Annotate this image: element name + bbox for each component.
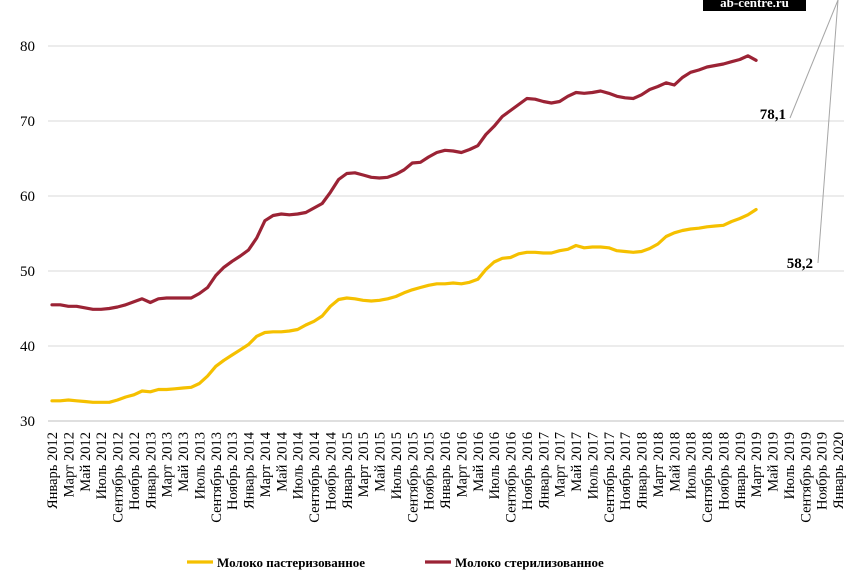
y-tick-label: 30 [20, 414, 35, 430]
callout-leader [817, 0, 839, 264]
x-tick-label: Июль 2012 [94, 432, 110, 499]
x-tick-label: Ноябрь 2018 [716, 432, 732, 510]
x-axis: Январь 2012 Март 2012 Май 2012 Июль 2012 Сен… [45, 431, 847, 522]
x-tick-label: Сентябрь 2017 [602, 432, 618, 523]
x-tick-label: Март 2013 [160, 432, 176, 497]
gridlines [48, 45, 844, 422]
x-tick-label: Май 2014 [274, 431, 290, 491]
x-tick-label: Сентябрь 2015 [405, 432, 421, 523]
series-line-1 [50, 207, 758, 404]
x-tick-label: Март 2015 [356, 432, 372, 497]
x-tick-label: Июль 2018 [684, 432, 700, 499]
value-callouts: 78,1 58,2 [760, 0, 839, 272]
callout-leader [789, 0, 839, 119]
x-tick-label: Январь 2015 [340, 432, 356, 509]
x-tick-label: Май 2017 [569, 432, 585, 492]
series-lines [50, 54, 758, 404]
x-tick-label: Сентябрь 2019 [798, 432, 814, 523]
x-tick-label: Июль 2013 [192, 432, 208, 499]
legend-label: Молоко стерилизованное [455, 555, 604, 570]
x-tick-label: Сентябрь 2018 [700, 432, 716, 523]
x-tick-label: Июль 2017 [585, 432, 601, 499]
x-tick-label: Июль 2016 [487, 432, 503, 499]
x-tick-label: Июль 2014 [291, 431, 307, 499]
x-tick-label: Сентябрь 2012 [111, 432, 127, 523]
watermark-logo: ab-centre.ru [703, 0, 806, 11]
x-tick-label: Январь 2014 [242, 431, 258, 509]
y-tick-label: 50 [20, 264, 35, 280]
x-tick-label: Март 2016 [454, 432, 470, 497]
x-tick-label: Сентябрь 2014 [307, 431, 323, 522]
x-tick-label: Ноябрь 2012 [127, 432, 143, 510]
x-tick-label: Июль 2015 [389, 432, 405, 499]
x-tick-label: Январь 2016 [438, 432, 454, 509]
x-tick-label: Май 2018 [667, 432, 683, 492]
x-tick-label: Ноябрь 2017 [618, 432, 634, 510]
x-tick-label: Май 2016 [471, 432, 487, 492]
x-tick-label: Май 2015 [373, 432, 389, 492]
series-line-2 [50, 54, 758, 311]
x-tick-label: Ноябрь 2013 [225, 432, 241, 510]
x-tick-label: Январь 2013 [143, 432, 159, 509]
x-tick-label: Ноябрь 2014 [323, 431, 339, 510]
legend-label: Молоко пастеризованное [217, 555, 365, 570]
x-tick-label: Март 2017 [553, 432, 569, 497]
x-tick-label: Июль 2019 [782, 432, 798, 499]
y-tick-label: 40 [20, 339, 35, 355]
x-tick-label: Ноябрь 2019 [815, 432, 831, 510]
legend: Молоко пастеризованное Молоко стерилизова… [187, 555, 604, 570]
x-tick-label: Ноябрь 2015 [422, 432, 438, 510]
x-tick-label: Сентябрь 2013 [209, 432, 225, 523]
x-tick-label: Март 2012 [61, 432, 77, 497]
x-tick-label: Январь 2018 [635, 432, 651, 509]
x-tick-label: Март 2019 [749, 432, 765, 497]
x-tick-label: Январь 2019 [733, 432, 749, 509]
y-tick-label: 80 [20, 39, 35, 55]
y-tick-label: 60 [20, 189, 35, 205]
x-tick-label: Январь 2017 [536, 432, 552, 509]
x-tick-label: Март 2014 [258, 431, 274, 497]
y-axis: 30 40 50 60 70 80 [20, 39, 35, 430]
callout-label: 78,1 [760, 107, 786, 123]
x-tick-label: Май 2012 [78, 432, 94, 492]
callout-label: 58,2 [787, 256, 813, 272]
x-tick-label: Ноябрь 2016 [520, 432, 536, 510]
x-tick-label: Январь 2020 [831, 432, 847, 509]
x-tick-label: Сентябрь 2016 [504, 432, 520, 523]
x-tick-label: Март 2018 [651, 432, 667, 497]
y-tick-label: 70 [20, 114, 35, 130]
x-tick-label: Январь 2012 [45, 432, 61, 509]
x-tick-label: Май 2013 [176, 432, 192, 492]
x-tick-label: Май 2019 [766, 432, 782, 492]
